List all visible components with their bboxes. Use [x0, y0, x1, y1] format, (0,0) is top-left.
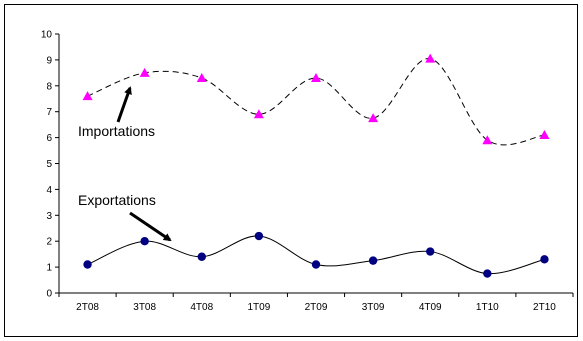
series-markers: [82, 53, 550, 278]
x-tick-label: 3T09: [362, 302, 385, 313]
series-1-point: [426, 247, 435, 256]
chart-axes: [58, 34, 573, 294]
x-tick-label: 4T08: [190, 302, 213, 313]
y-tick-label: 3: [46, 211, 52, 222]
series-0-point: [425, 53, 436, 63]
y-tick-label: 1: [46, 263, 52, 274]
series-0-point: [139, 67, 150, 77]
y-tick-label: 0: [46, 289, 52, 300]
series-0-point: [253, 109, 264, 119]
y-tick-label: 10: [41, 30, 53, 41]
y-tick-label: 8: [46, 81, 52, 92]
x-axis-ticks: 2T08 3T08 4T08 1T09 2T09 3T09 4T09 1T10 2T10: [58, 293, 574, 313]
series-0-point: [539, 130, 550, 140]
chart-frame: [4, 4, 578, 337]
y-tick-label: 7: [46, 107, 52, 118]
annotation-label-0: Importations: [78, 123, 155, 139]
series-1-point: [83, 260, 92, 269]
y-tick-label: 2: [46, 237, 52, 248]
x-tick-label: 2T10: [533, 302, 556, 313]
series-1-point: [483, 269, 492, 278]
annotations: Importations Exportations: [78, 86, 172, 242]
series-0-point: [368, 113, 379, 123]
series-0-point: [311, 73, 321, 83]
x-tick-label: 2T08: [76, 302, 99, 313]
series-1-point: [140, 237, 149, 246]
y-tick-label: 4: [46, 185, 52, 196]
series-0-point: [196, 73, 207, 83]
series-1-point: [254, 231, 264, 241]
x-tick-label: 1T09: [247, 302, 270, 313]
annotation-arrow-0: [116, 86, 132, 123]
annotation-label-1: Exportations: [78, 192, 156, 208]
series-1-point: [197, 252, 206, 261]
x-tick-label: 2T09: [305, 302, 328, 313]
series-lines: [87, 58, 545, 275]
x-tick-label: 4T09: [419, 302, 442, 313]
series-1-point: [368, 256, 378, 265]
series-1-point: [540, 255, 549, 264]
y-tick-label: 6: [46, 133, 52, 144]
x-tick-label: 3T08: [133, 302, 156, 313]
y-tick-label: 5: [46, 159, 52, 170]
series-0-point: [482, 135, 493, 145]
series-0-point: [82, 91, 93, 101]
series-1-point: [311, 260, 321, 269]
annotation-arrow-1: [129, 211, 172, 242]
y-axis-ticks: 0 1 2 3 4 5 6 7 8 9 10: [41, 30, 59, 300]
x-tick-label: 1T10: [476, 302, 499, 313]
y-tick-label: 9: [46, 55, 52, 66]
series-line-0: [87, 58, 545, 146]
